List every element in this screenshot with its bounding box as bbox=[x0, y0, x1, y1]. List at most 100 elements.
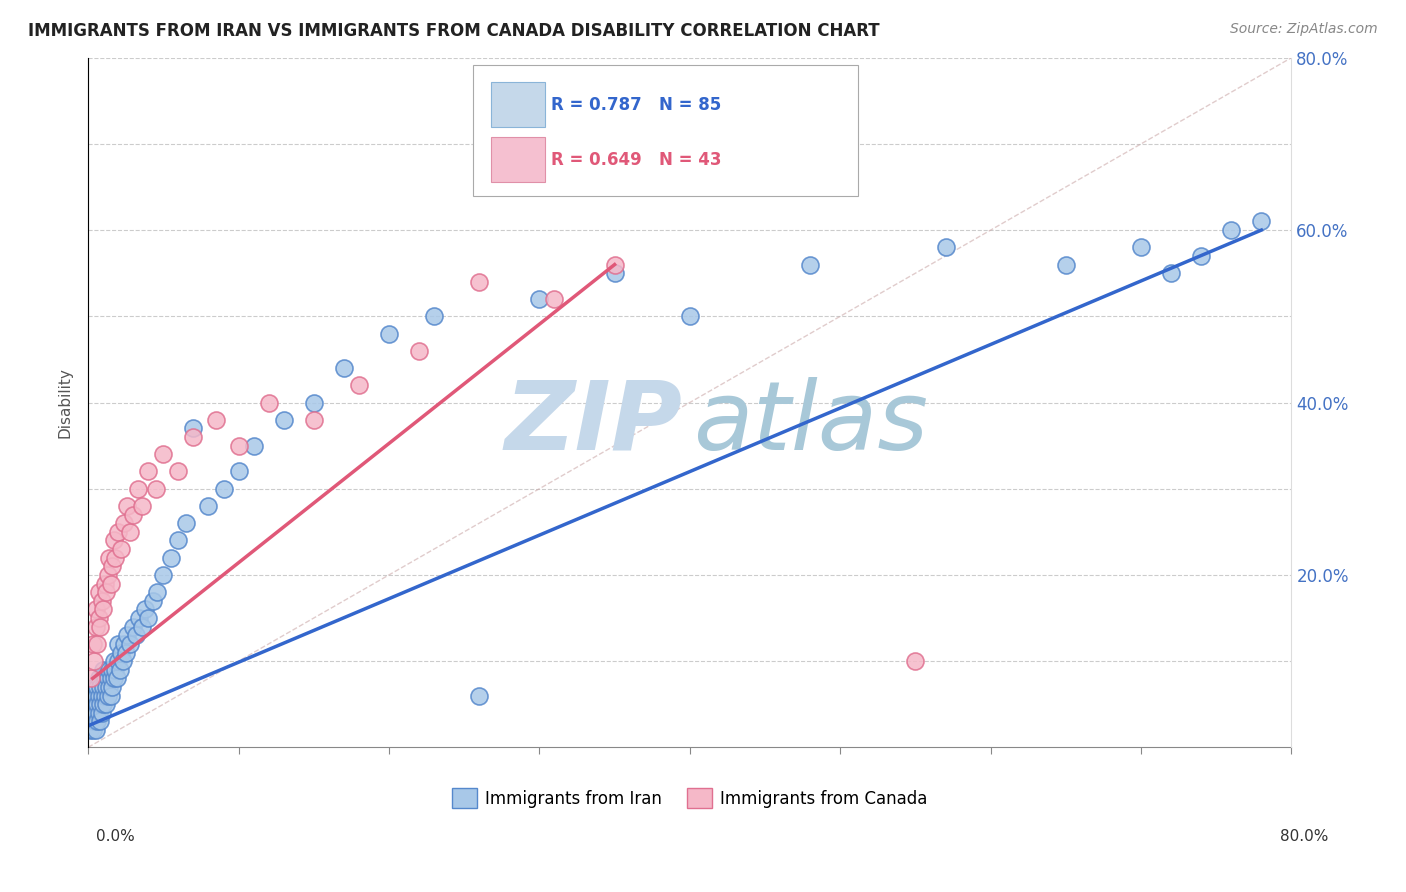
Point bbox=[89, 620, 111, 634]
Point bbox=[101, 680, 124, 694]
Point bbox=[152, 447, 174, 461]
Point bbox=[333, 361, 356, 376]
FancyBboxPatch shape bbox=[491, 82, 546, 127]
Point bbox=[228, 439, 250, 453]
Point bbox=[127, 482, 149, 496]
Legend: Immigrants from Iran, Immigrants from Canada: Immigrants from Iran, Immigrants from Ca… bbox=[446, 781, 935, 815]
Point bbox=[1054, 258, 1077, 272]
Point bbox=[183, 421, 205, 435]
Point bbox=[934, 240, 956, 254]
Point bbox=[107, 637, 129, 651]
Text: 0.0%: 0.0% bbox=[96, 830, 135, 844]
Point bbox=[91, 698, 114, 712]
Point bbox=[228, 465, 250, 479]
Point bbox=[146, 585, 169, 599]
Point bbox=[103, 533, 125, 548]
Point bbox=[242, 439, 264, 453]
Point bbox=[98, 680, 121, 694]
Text: 80.0%: 80.0% bbox=[1281, 830, 1329, 844]
Text: atlas: atlas bbox=[693, 376, 928, 470]
Point bbox=[83, 680, 105, 694]
Point bbox=[1189, 249, 1212, 263]
Point bbox=[91, 602, 114, 616]
Point bbox=[114, 646, 136, 660]
Point bbox=[98, 663, 121, 677]
Point bbox=[96, 698, 118, 712]
Point bbox=[904, 654, 927, 668]
Point bbox=[468, 275, 491, 289]
Point bbox=[142, 594, 165, 608]
Point bbox=[82, 689, 104, 703]
Point bbox=[302, 413, 325, 427]
Point bbox=[603, 266, 626, 280]
Point bbox=[183, 430, 205, 444]
Text: R = 0.787   N = 85: R = 0.787 N = 85 bbox=[551, 95, 721, 113]
Point bbox=[302, 395, 325, 409]
Point bbox=[82, 706, 104, 720]
Point bbox=[86, 637, 108, 651]
Text: IMMIGRANTS FROM IRAN VS IMMIGRANTS FROM CANADA DISABILITY CORRELATION CHART: IMMIGRANTS FROM IRAN VS IMMIGRANTS FROM … bbox=[28, 22, 880, 40]
Point bbox=[98, 550, 121, 565]
Point bbox=[103, 654, 125, 668]
Point bbox=[108, 663, 131, 677]
Point bbox=[1250, 214, 1272, 228]
Point bbox=[97, 672, 120, 686]
Point bbox=[603, 258, 626, 272]
Point bbox=[84, 602, 107, 616]
Point bbox=[122, 508, 145, 522]
Point bbox=[543, 292, 565, 306]
Point bbox=[105, 672, 128, 686]
Point bbox=[167, 533, 190, 548]
Point bbox=[83, 714, 105, 729]
Point bbox=[91, 680, 114, 694]
Point bbox=[107, 524, 129, 539]
Point bbox=[97, 568, 120, 582]
Point bbox=[103, 672, 125, 686]
Point bbox=[167, 465, 190, 479]
Point bbox=[152, 568, 174, 582]
FancyBboxPatch shape bbox=[491, 137, 546, 182]
Text: ZIP: ZIP bbox=[505, 376, 682, 470]
Point bbox=[799, 258, 821, 272]
Point bbox=[111, 654, 134, 668]
Point bbox=[110, 542, 132, 557]
Point bbox=[205, 413, 228, 427]
Point bbox=[122, 620, 145, 634]
Point bbox=[87, 611, 110, 625]
Point bbox=[86, 714, 108, 729]
Point bbox=[86, 680, 108, 694]
Point bbox=[709, 180, 731, 194]
Point bbox=[104, 663, 127, 677]
Point bbox=[529, 292, 551, 306]
Point bbox=[257, 395, 280, 409]
Point bbox=[83, 698, 105, 712]
Point bbox=[97, 689, 120, 703]
Point bbox=[160, 550, 183, 565]
Point bbox=[174, 516, 197, 531]
Point bbox=[90, 706, 112, 720]
Point bbox=[117, 628, 139, 642]
Point bbox=[1160, 266, 1182, 280]
Point bbox=[136, 465, 159, 479]
Point bbox=[120, 524, 142, 539]
Point bbox=[679, 310, 702, 324]
Point bbox=[423, 310, 446, 324]
Point bbox=[84, 620, 107, 634]
Point bbox=[120, 637, 142, 651]
Point bbox=[100, 576, 122, 591]
Point bbox=[101, 559, 124, 574]
Point bbox=[84, 689, 107, 703]
Point bbox=[82, 723, 104, 737]
Point bbox=[93, 689, 115, 703]
Point bbox=[347, 378, 370, 392]
Point bbox=[80, 714, 103, 729]
Point bbox=[87, 689, 110, 703]
Point bbox=[134, 602, 156, 616]
FancyBboxPatch shape bbox=[474, 64, 858, 195]
Point bbox=[84, 723, 107, 737]
Point bbox=[131, 620, 153, 634]
Point bbox=[100, 689, 122, 703]
Point bbox=[1130, 240, 1153, 254]
Text: Source: ZipAtlas.com: Source: ZipAtlas.com bbox=[1230, 22, 1378, 37]
Point bbox=[89, 714, 111, 729]
